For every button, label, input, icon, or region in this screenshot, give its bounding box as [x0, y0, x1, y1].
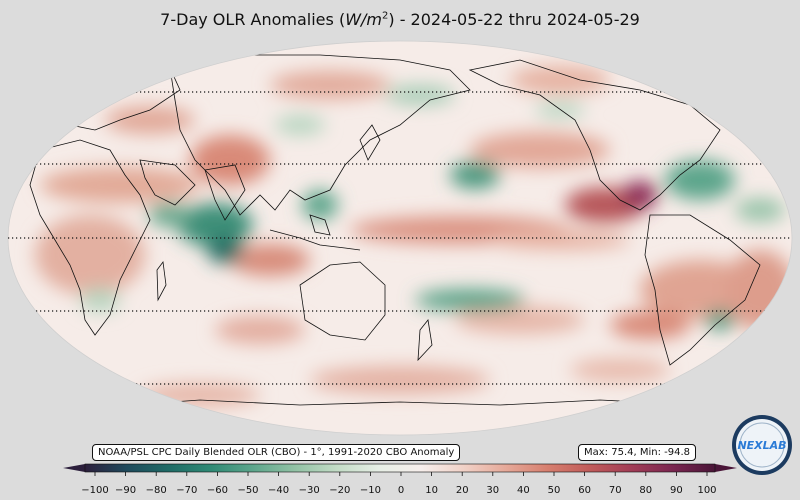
colorbar-tick-label: −10: [360, 485, 381, 496]
colorbar-tick-label: 90: [670, 485, 683, 496]
colorbar-tick-label: −80: [146, 485, 167, 496]
colorbar-tick-label: 100: [697, 485, 716, 496]
logo-text: NEXLAB: [737, 439, 786, 452]
colorbar: −100 −90 −80 −70 −60 −50 −40 −30 −20 −10 0 10 20 30 40…: [63, 463, 737, 496]
title-suffix: ) - 2024-05-22 thru 2024-05-29: [388, 10, 640, 29]
colorbar-tick-label: −40: [268, 485, 289, 496]
title-unit-exponent: 2: [381, 10, 389, 22]
colorbar-tick-label: 80: [639, 485, 652, 496]
colorbar-tick-label: −20: [329, 485, 350, 496]
colorbar-tick-label: 0: [398, 485, 404, 496]
source-label: NOAA/PSL CPC Daily Blended OLR (CBO) - 1…: [92, 444, 461, 461]
colorbar-tick-label: 50: [548, 485, 561, 496]
colorbar-tick-label: 70: [609, 485, 622, 496]
map-title: 7-Day OLR Anomalies (W/m2) - 2024-05-22 …: [0, 10, 800, 29]
dotted-parallels: [8, 91, 792, 385]
colorbar-high-extend: [715, 464, 737, 472]
colorbar-bar: [85, 464, 715, 472]
colorbar-tick-label: −100: [81, 485, 108, 496]
colorbar-tick-label: 60: [578, 485, 591, 496]
title-prefix: 7-Day OLR Anomalies (: [160, 10, 346, 29]
nexlab-logo: NEXLAB: [732, 415, 792, 475]
colorbar-tick-label: 10: [425, 485, 438, 496]
colorbar-tick-label: −50: [237, 485, 258, 496]
colorbar-tick-label: −30: [299, 485, 320, 496]
title-unit: W/m: [345, 10, 382, 29]
colorbar-tick-label: 30: [486, 485, 499, 496]
colorbar-tick-label: 40: [517, 485, 530, 496]
colorbar-tick-label: −70: [176, 485, 197, 496]
colorbar-low-extend: [63, 464, 85, 472]
colorbar-tick-label: −60: [207, 485, 228, 496]
colorbar-tick-label: −90: [115, 485, 136, 496]
stats-label: Max: 75.4, Min: -94.8: [578, 444, 697, 461]
colorbar-tick-label: 20: [456, 485, 469, 496]
